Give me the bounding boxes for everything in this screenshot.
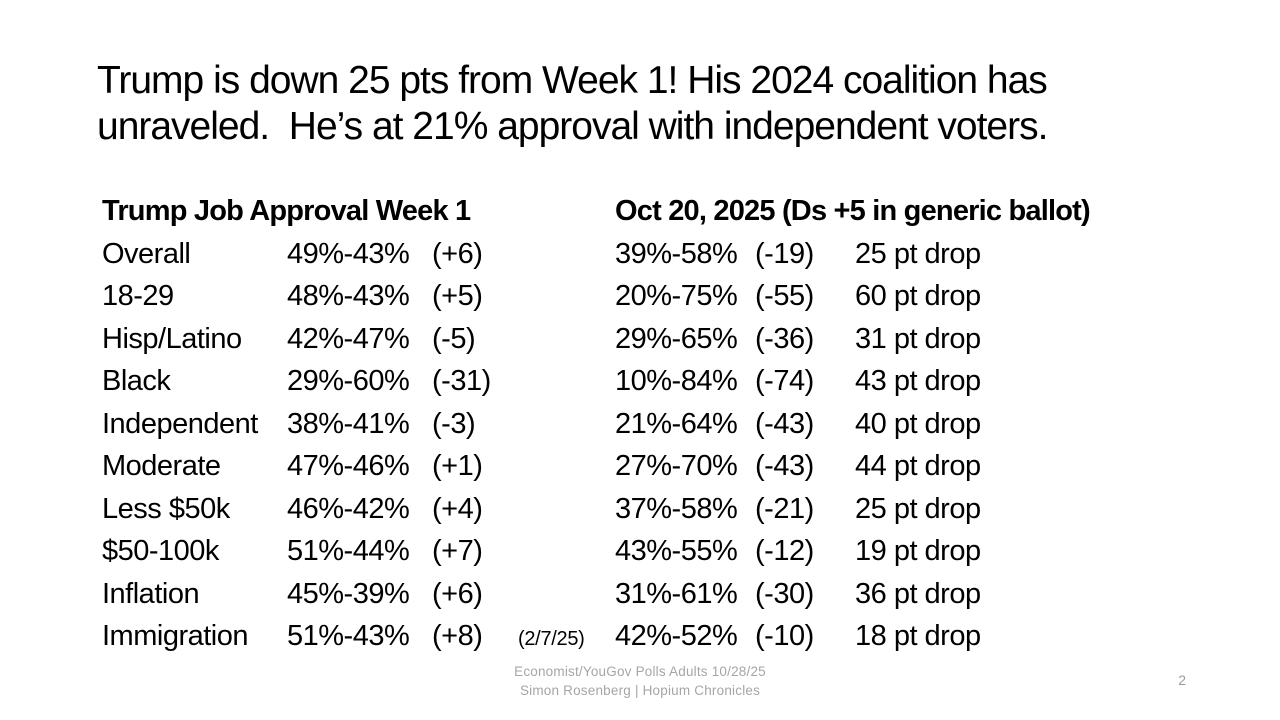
week1-approval-value: 46%-42%	[287, 492, 410, 525]
slide-title: Trump is down 25 pts from Week 1! His 20…	[97, 59, 1057, 148]
week1-margin: (-31)	[432, 365, 491, 397]
week1-margin: (+6)	[432, 577, 483, 610]
column-header-oct20: Oct 20, 2025 (Ds +5 in generic ballot)	[615, 195, 1091, 227]
week1-approval-value: 42%-47%	[287, 322, 410, 355]
row-label: Black	[102, 365, 171, 397]
table-row: Inflation 45%-39% (+6) 31%-61% (-30) 36 …	[102, 573, 1192, 616]
table-row: Overall 49%-43% (+6) 39%-58% (-19) 25 pt…	[102, 233, 1192, 276]
pt-drop-value: 31 pt drop	[855, 322, 981, 355]
column-header-week1: Trump Job Approval Week 1	[102, 195, 471, 227]
oct20-margin: (-43)	[755, 450, 814, 482]
table-row: Immigration 51%-43% (+8) (2/7/25) 42%-52…	[102, 615, 1192, 658]
pt-drop-value: 25 pt drop	[855, 492, 981, 525]
slide-footer: Economist/YouGov Polls Adults 10/28/25 S…	[0, 662, 1280, 700]
row-label: Independent	[102, 407, 258, 440]
week1-margin: (-5)	[432, 322, 476, 355]
table-row: Less $50k 46%-42% (+4) 37%-58% (-21) 25 …	[102, 488, 1192, 531]
oct20-margin: (-21)	[755, 492, 814, 525]
oct20-approval-value: 37%-58%	[615, 492, 738, 525]
oct20-margin: (-36)	[755, 322, 814, 355]
pt-drop-value: 40 pt drop	[855, 407, 981, 440]
table-row: Black 29%-60% (-31) 10%-84% (-74) 43 pt …	[102, 360, 1192, 403]
week1-margin: (+5)	[432, 280, 483, 312]
week1-margin: (+8)	[432, 620, 483, 652]
oct20-approval-value: 20%-75%	[615, 280, 738, 312]
row-label: 18-29	[102, 280, 174, 312]
row-label: Immigration	[102, 620, 249, 652]
table-row: Moderate 47%-46% (+1) 27%-70% (-43) 44 p…	[102, 445, 1192, 488]
oct20-approval-value: 29%-65%	[615, 322, 738, 355]
week1-approval-value: 47%-46%	[287, 450, 410, 482]
week1-margin: (-3)	[432, 407, 476, 440]
week1-approval-value: 45%-39%	[287, 577, 410, 610]
page-number: 2	[1178, 672, 1186, 688]
week1-margin: (+6)	[432, 237, 483, 270]
week1-date-note: (2/7/25)	[518, 628, 585, 650]
footer-author-line: Simon Rosenberg | Hopium Chronicles	[519, 683, 761, 698]
row-label: Hisp/Latino	[102, 322, 242, 355]
row-label: Less $50k	[102, 492, 230, 525]
table-row: Independent 38%-41% (-3) 21%-64% (-43) 4…	[102, 403, 1192, 446]
footer-source-line: Economist/YouGov Polls Adults 10/28/25	[514, 664, 766, 679]
oct20-margin: (-12)	[755, 535, 814, 567]
row-label: Inflation	[102, 577, 200, 610]
week1-approval-value: 51%-44%	[287, 535, 410, 567]
approval-comparison-table: Trump Job Approval Week 1 Oct 20, 2025 (…	[102, 190, 1192, 658]
oct20-margin: (-19)	[755, 237, 814, 270]
week1-approval-value: 29%-60%	[287, 365, 410, 397]
week1-approval-value: 48%-43%	[287, 280, 410, 312]
oct20-margin: (-43)	[755, 407, 814, 440]
oct20-approval-value: 39%-58%	[615, 237, 738, 270]
oct20-approval-value: 21%-64%	[615, 407, 738, 440]
table-row: Hisp/Latino 42%-47% (-5) 29%-65% (-36) 3…	[102, 318, 1192, 361]
oct20-approval-value: 27%-70%	[615, 450, 738, 482]
pt-drop-value: 25 pt drop	[855, 237, 981, 270]
pt-drop-value: 18 pt drop	[855, 620, 981, 652]
oct20-approval-value: 43%-55%	[615, 535, 738, 567]
table-row: 18-29 48%-43% (+5) 20%-75% (-55) 60 pt d…	[102, 275, 1192, 318]
row-label: $50-100k	[102, 535, 219, 567]
week1-margin: (+1)	[432, 450, 483, 482]
week1-approval-value: 49%-43%	[287, 237, 410, 270]
pt-drop-value: 43 pt drop	[855, 365, 981, 397]
oct20-approval-value: 31%-61%	[615, 577, 738, 610]
oct20-approval-value: 10%-84%	[615, 365, 738, 397]
pt-drop-value: 60 pt drop	[855, 280, 981, 312]
week1-approval-value: 38%-41%	[287, 407, 410, 440]
week1-margin: (+4)	[432, 492, 483, 525]
pt-drop-value: 19 pt drop	[855, 535, 981, 567]
row-label: Moderate	[102, 450, 221, 482]
oct20-margin: (-74)	[755, 365, 814, 397]
oct20-approval-value: 42%-52%	[615, 620, 738, 652]
row-label: Overall	[102, 237, 191, 270]
week1-approval-value: 51%-43%	[287, 620, 410, 652]
oct20-margin: (-10)	[755, 620, 814, 652]
week1-margin: (+7)	[432, 535, 483, 567]
table-header-row: Trump Job Approval Week 1 Oct 20, 2025 (…	[102, 190, 1192, 233]
pt-drop-value: 44 pt drop	[855, 450, 981, 482]
table-row: $50-100k 51%-44% (+7) 43%-55% (-12) 19 p…	[102, 530, 1192, 573]
oct20-margin: (-55)	[755, 280, 814, 312]
oct20-margin: (-30)	[755, 577, 814, 610]
pt-drop-value: 36 pt drop	[855, 577, 981, 610]
